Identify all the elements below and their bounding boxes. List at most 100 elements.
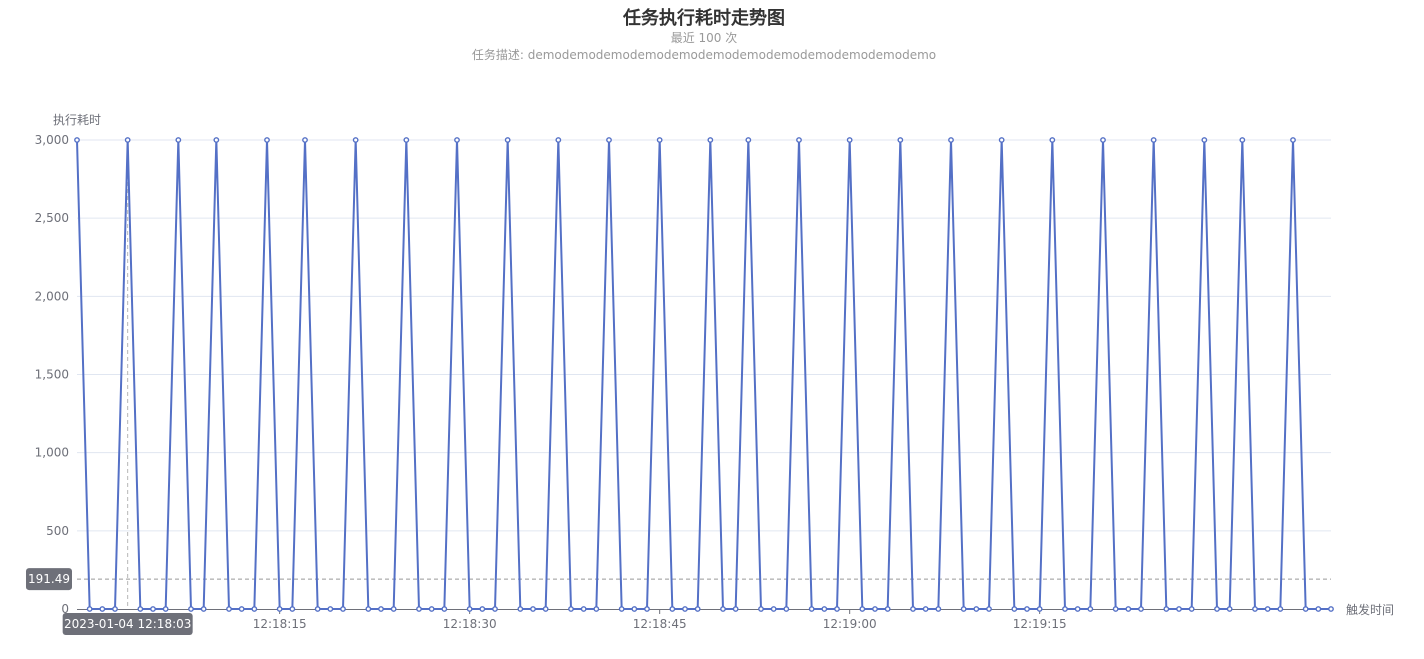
data-point[interactable]	[745, 137, 752, 143]
data-point[interactable]	[669, 606, 676, 612]
data-point[interactable]	[1074, 606, 1081, 612]
data-point[interactable]	[441, 606, 448, 612]
data-point[interactable]	[1315, 606, 1322, 612]
data-point[interactable]	[834, 606, 840, 612]
data-point[interactable]	[1163, 606, 1170, 612]
data-point[interactable]	[606, 137, 612, 143]
data-point[interactable]	[986, 606, 992, 612]
data-point[interactable]	[922, 606, 929, 612]
data-point[interactable]	[542, 606, 549, 612]
data-point[interactable]	[1125, 606, 1132, 612]
data-point[interactable]	[694, 606, 701, 612]
data-point[interactable]	[1011, 606, 1018, 612]
data-point[interactable]	[707, 137, 714, 143]
data-point[interactable]	[656, 137, 663, 143]
data-point[interactable]	[1176, 606, 1182, 612]
data-point[interactable]	[327, 606, 334, 612]
data-point[interactable]	[897, 137, 904, 143]
data-point[interactable]	[846, 137, 853, 143]
data-point[interactable]	[1252, 606, 1258, 612]
data-point[interactable]	[808, 606, 815, 612]
data-point[interactable]	[74, 137, 80, 143]
data-point[interactable]	[504, 137, 511, 143]
data-point[interactable]	[859, 606, 866, 612]
data-point[interactable]	[188, 606, 194, 612]
data-point[interactable]	[1150, 137, 1157, 143]
data-point[interactable]	[758, 606, 764, 612]
data-point[interactable]	[1302, 606, 1309, 612]
data-point[interactable]	[175, 137, 182, 143]
data-point[interactable]	[960, 606, 967, 612]
data-point[interactable]	[1112, 606, 1119, 612]
data-point[interactable]	[1024, 606, 1030, 612]
data-point[interactable]	[910, 606, 916, 612]
data-point[interactable]	[1188, 606, 1195, 612]
data-point[interactable]	[314, 606, 321, 612]
data-point[interactable]	[580, 606, 587, 612]
data-point[interactable]	[390, 606, 397, 612]
data-point[interactable]	[200, 606, 207, 612]
data-point[interactable]	[821, 606, 828, 612]
data-point[interactable]	[796, 137, 802, 143]
data-point[interactable]	[352, 137, 359, 143]
series-line[interactable]	[74, 137, 1334, 612]
data-point[interactable]	[150, 606, 156, 612]
data-point[interactable]	[1226, 606, 1233, 612]
data-point[interactable]	[226, 606, 232, 612]
data-point[interactable]	[276, 606, 283, 612]
data-point[interactable]	[770, 606, 777, 612]
data-point[interactable]	[416, 606, 422, 612]
data-point[interactable]	[213, 137, 220, 143]
data-point[interactable]	[1328, 606, 1334, 612]
data-point[interactable]	[1087, 606, 1094, 612]
data-point[interactable]	[492, 606, 498, 612]
data-point[interactable]	[1277, 606, 1284, 612]
data-point[interactable]	[555, 137, 562, 143]
data-point[interactable]	[948, 137, 954, 143]
data-point[interactable]	[998, 137, 1005, 143]
data-point[interactable]	[517, 606, 524, 612]
data-point[interactable]	[631, 606, 638, 612]
data-point[interactable]	[1290, 137, 1296, 143]
data-point[interactable]	[1036, 606, 1043, 612]
data-point[interactable]	[884, 606, 891, 612]
data-point[interactable]	[124, 137, 131, 143]
data-point[interactable]	[872, 606, 878, 612]
data-point[interactable]	[1049, 137, 1056, 143]
data-point[interactable]	[1264, 606, 1271, 612]
data-point[interactable]	[783, 606, 790, 612]
data-point[interactable]	[720, 606, 726, 612]
data-point[interactable]	[593, 606, 600, 612]
data-point[interactable]	[644, 606, 650, 612]
data-point[interactable]	[454, 137, 460, 143]
data-point[interactable]	[112, 606, 118, 612]
data-point[interactable]	[479, 606, 486, 612]
data-point[interactable]	[99, 606, 106, 612]
data-point[interactable]	[137, 606, 144, 612]
data-point[interactable]	[1062, 606, 1068, 612]
data-point[interactable]	[264, 137, 270, 143]
data-point[interactable]	[302, 137, 308, 143]
data-point[interactable]	[1138, 606, 1144, 612]
data-point[interactable]	[340, 606, 346, 612]
data-point[interactable]	[466, 606, 473, 612]
data-point[interactable]	[378, 606, 384, 612]
data-point[interactable]	[682, 606, 688, 612]
data-point[interactable]	[1100, 137, 1106, 143]
data-point[interactable]	[365, 606, 372, 612]
data-point[interactable]	[1201, 137, 1208, 143]
data-point[interactable]	[162, 606, 169, 612]
data-point[interactable]	[732, 606, 739, 612]
data-point[interactable]	[1214, 606, 1220, 612]
data-point[interactable]	[935, 606, 942, 612]
data-point[interactable]	[86, 606, 93, 612]
data-point[interactable]	[973, 606, 980, 612]
data-point[interactable]	[618, 606, 625, 612]
data-point[interactable]	[530, 606, 536, 612]
data-point[interactable]	[428, 606, 435, 612]
data-point[interactable]	[238, 606, 245, 612]
data-point[interactable]	[1239, 137, 1246, 143]
data-point[interactable]	[251, 606, 258, 612]
data-point[interactable]	[289, 606, 296, 612]
